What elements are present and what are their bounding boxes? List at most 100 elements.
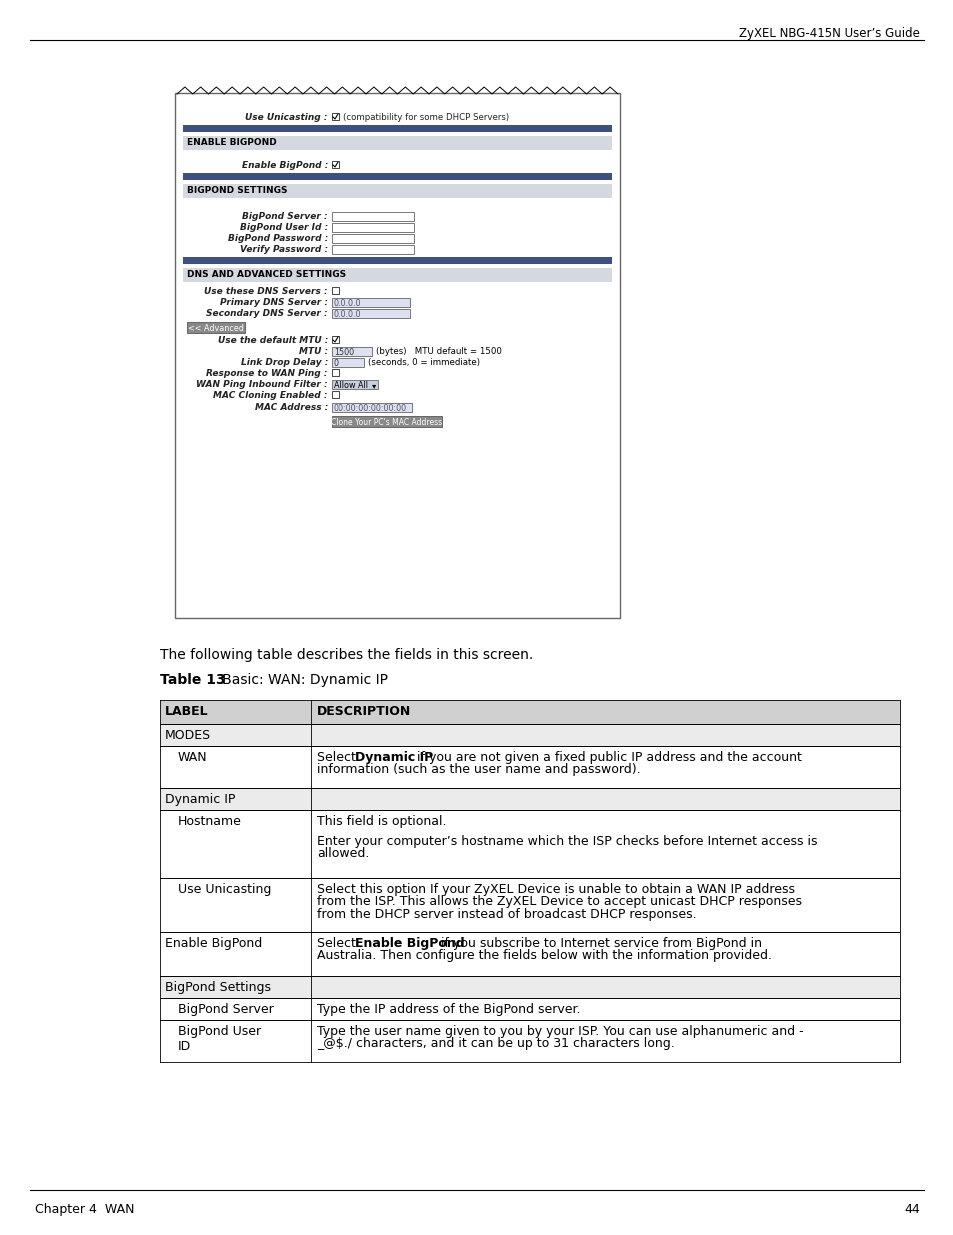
Bar	[183, 173, 612, 180]
Bar	[160, 932, 899, 976]
Text: if you are not given a fixed public IP address and the account: if you are not given a fixed public IP a…	[413, 751, 801, 764]
Text: Enable BigPond: Enable BigPond	[355, 937, 464, 950]
Bar	[332, 347, 372, 356]
Text: Enter your computer’s hostname which the ISP checks before Internet access is: Enter your computer’s hostname which the…	[316, 835, 817, 848]
Bar	[160, 746, 899, 788]
Text: if you subscribe to Internet service from BigPond in: if you subscribe to Internet service fro…	[436, 937, 760, 950]
Text: Select: Select	[316, 751, 359, 764]
Text: WAN: WAN	[178, 751, 208, 764]
Bar	[332, 391, 338, 398]
Bar	[332, 416, 441, 427]
Text: 00:00:00:00:00:00: 00:00:00:00:00:00	[334, 404, 407, 412]
Text: (bytes)   MTU default = 1500: (bytes) MTU default = 1500	[375, 347, 501, 356]
Text: information (such as the user name and password).: information (such as the user name and p…	[316, 763, 640, 777]
Bar	[332, 112, 338, 120]
Text: Primary DNS Server :: Primary DNS Server :	[220, 298, 328, 308]
Text: Verify Password :: Verify Password :	[239, 245, 328, 254]
Text: MAC Address :: MAC Address :	[254, 403, 328, 412]
Text: (seconds, 0 = immediate): (seconds, 0 = immediate)	[368, 358, 479, 367]
Text: Use these DNS Servers :: Use these DNS Servers :	[204, 287, 328, 296]
Text: 0.0.0.0: 0.0.0.0	[334, 310, 361, 319]
Bar	[183, 257, 612, 264]
Text: DNS AND ADVANCED SETTINGS: DNS AND ADVANCED SETTINGS	[187, 270, 346, 279]
Text: from the ISP. This allows the ZyXEL Device to accept unicast DHCP responses: from the ISP. This allows the ZyXEL Devi…	[316, 895, 801, 909]
Text: 1500: 1500	[334, 348, 354, 357]
Bar	[160, 878, 899, 932]
Text: BigPond Password :: BigPond Password :	[228, 233, 328, 243]
Text: MAC Cloning Enabled :: MAC Cloning Enabled :	[213, 391, 328, 400]
Text: Chapter 4  WAN: Chapter 4 WAN	[35, 1203, 134, 1216]
Text: Enable BigPond :: Enable BigPond :	[241, 161, 328, 170]
Text: from the DHCP server instead of broadcast DHCP responses.: from the DHCP server instead of broadcas…	[316, 908, 696, 921]
Text: ENABLE BIGPOND: ENABLE BIGPOND	[187, 138, 276, 147]
Text: WAN Ping Inbound Filter :: WAN Ping Inbound Filter :	[196, 380, 328, 389]
Bar	[160, 976, 899, 998]
Text: 0.0.0.0: 0.0.0.0	[334, 299, 361, 308]
Text: allowed.: allowed.	[316, 847, 369, 861]
Text: Link Drop Delay :: Link Drop Delay :	[240, 358, 328, 367]
Bar	[183, 136, 612, 149]
Bar	[187, 322, 245, 333]
Bar	[160, 1020, 899, 1062]
Bar	[332, 161, 338, 168]
Text: Clone Your PC's MAC Address: Clone Your PC's MAC Address	[331, 417, 442, 427]
Text: Basic: WAN: Dynamic IP: Basic: WAN: Dynamic IP	[209, 673, 387, 687]
Text: Secondary DNS Server :: Secondary DNS Server :	[206, 309, 328, 317]
Bar	[332, 358, 364, 367]
Bar	[332, 245, 414, 254]
Bar	[160, 998, 899, 1020]
Bar	[332, 369, 338, 375]
Bar	[332, 212, 414, 221]
Text: 44: 44	[903, 1203, 919, 1216]
Text: 0: 0	[334, 359, 338, 368]
Text: ZyXEL NBG-415N User’s Guide: ZyXEL NBG-415N User’s Guide	[739, 27, 919, 40]
Text: Response to WAN Ping :: Response to WAN Ping :	[206, 369, 328, 378]
Text: MODES: MODES	[165, 729, 211, 742]
Text: Use Unicasting :: Use Unicasting :	[245, 112, 328, 122]
Text: Allow All: Allow All	[334, 382, 368, 390]
Bar	[160, 788, 899, 810]
Text: Dynamic IP: Dynamic IP	[165, 793, 235, 806]
Bar	[332, 233, 414, 243]
Text: Hostname: Hostname	[178, 815, 242, 827]
Bar	[174, 93, 619, 618]
Text: ▾: ▾	[372, 382, 375, 390]
Bar	[183, 184, 612, 198]
Text: _@$./ characters, and it can be up to 31 characters long.: _@$./ characters, and it can be up to 31…	[316, 1037, 674, 1051]
Text: BigPond User
ID: BigPond User ID	[178, 1025, 261, 1053]
Text: BigPond User Id :: BigPond User Id :	[239, 224, 328, 232]
Text: The following table describes the fields in this screen.: The following table describes the fields…	[160, 648, 533, 662]
Text: Type the user name given to you by your ISP. You can use alphanumeric and -: Type the user name given to you by your …	[316, 1025, 802, 1037]
Text: DESCRIPTION: DESCRIPTION	[316, 705, 411, 718]
Bar	[160, 724, 899, 746]
Bar	[332, 287, 338, 294]
Bar	[332, 309, 410, 317]
Text: BIGPOND SETTINGS: BIGPOND SETTINGS	[187, 186, 287, 195]
Text: (compatibility for some DHCP Servers): (compatibility for some DHCP Servers)	[343, 112, 509, 122]
Text: LABEL: LABEL	[165, 705, 209, 718]
Bar	[332, 403, 412, 412]
Text: MTU :: MTU :	[298, 347, 328, 356]
Text: Table 13: Table 13	[160, 673, 226, 687]
Text: Use Unicasting: Use Unicasting	[178, 883, 271, 897]
Bar	[183, 125, 612, 132]
Bar	[332, 380, 377, 389]
Text: Select this option If your ZyXEL Device is unable to obtain a WAN IP address: Select this option If your ZyXEL Device …	[316, 883, 794, 897]
Bar	[332, 224, 414, 232]
Text: Select: Select	[316, 937, 359, 950]
Bar	[183, 268, 612, 282]
Text: BigPond Settings: BigPond Settings	[165, 981, 271, 994]
Bar	[332, 336, 338, 343]
Text: Enable BigPond: Enable BigPond	[165, 937, 262, 950]
Text: This field is optional.: This field is optional.	[316, 815, 446, 827]
Text: Dynamic IP: Dynamic IP	[355, 751, 433, 764]
Bar	[332, 298, 410, 308]
Text: Use the default MTU :: Use the default MTU :	[217, 336, 328, 345]
Bar	[160, 700, 899, 724]
Text: Type the IP address of the BigPond server.: Type the IP address of the BigPond serve…	[316, 1003, 579, 1016]
Text: Australia. Then configure the fields below with the information provided.: Australia. Then configure the fields bel…	[316, 950, 771, 962]
Bar	[160, 810, 899, 878]
Text: << Advanced: << Advanced	[188, 324, 244, 333]
Text: BigPond Server :: BigPond Server :	[242, 212, 328, 221]
Text: BigPond Server: BigPond Server	[178, 1003, 274, 1016]
